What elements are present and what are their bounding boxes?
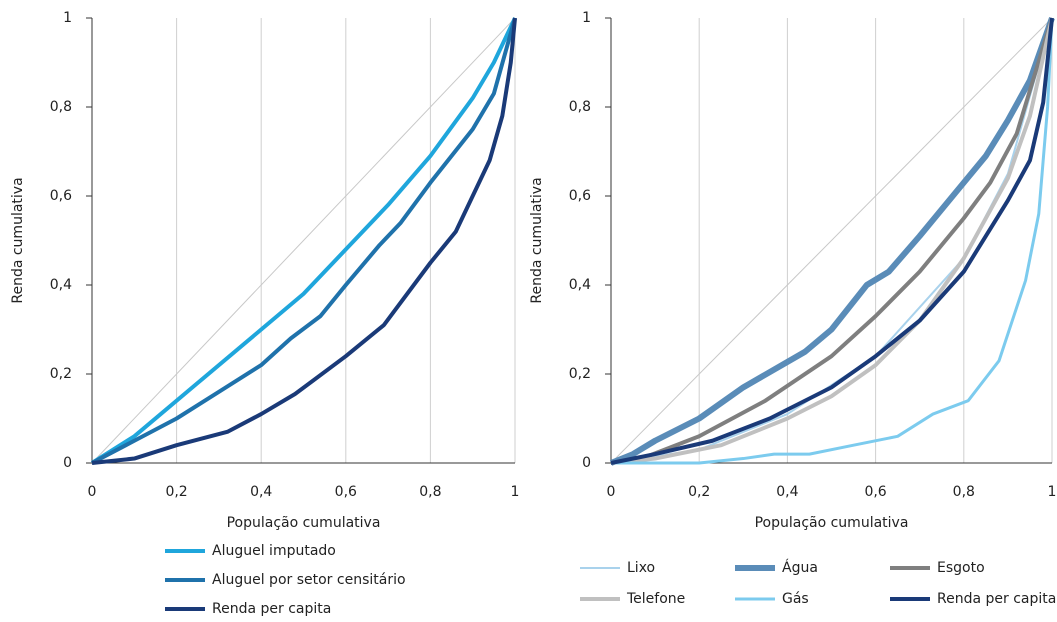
series-line <box>610 17 1054 465</box>
y-tick-label: 0 <box>582 455 591 471</box>
legend-label: Esgoto <box>937 560 985 576</box>
x-axis-label: População cumulativa <box>227 515 381 531</box>
legend-label: Lixo <box>627 560 655 576</box>
series-line <box>609 16 1055 466</box>
y-axis-label: Renda cumulativa <box>529 177 545 303</box>
y-tick-label: 0,8 <box>569 99 591 115</box>
y-tick-label: 0,4 <box>569 277 591 293</box>
x-tick-label: 0 <box>607 484 616 500</box>
x-tick-label: 0,2 <box>688 484 710 500</box>
y-tick-label: 0,6 <box>569 188 591 204</box>
series-line <box>91 17 517 465</box>
legend-label: Telefone <box>626 591 685 607</box>
y-tick-label: 0 <box>63 455 72 471</box>
y-tick-label: 0,4 <box>50 277 72 293</box>
y-tick-label: 0,2 <box>569 366 591 382</box>
x-tick-label: 0,2 <box>165 484 187 500</box>
x-tick-label: 1 <box>511 484 520 500</box>
series-line <box>610 17 1054 465</box>
x-axis-label: População cumulativa <box>755 515 909 531</box>
x-tick-label: 0,6 <box>864 484 886 500</box>
series-line <box>90 17 517 465</box>
y-tick-label: 1 <box>582 10 591 26</box>
series-line <box>91 17 517 465</box>
legend-label: Renda per capita <box>212 601 331 617</box>
equality-line <box>610 17 1053 464</box>
y-axis-label: Renda cumulativa <box>10 177 26 303</box>
legend-label: Aluguel por setor censitário <box>212 572 406 588</box>
legend-label: Gás <box>782 591 809 607</box>
legend-label: Água <box>782 559 818 576</box>
x-tick-label: 0,6 <box>335 484 357 500</box>
legend-label: Aluguel imputado <box>212 543 336 559</box>
series-line <box>610 17 1054 465</box>
equality-line <box>91 17 516 464</box>
y-tick-label: 0,6 <box>50 188 72 204</box>
y-tick-label: 0,2 <box>50 366 72 382</box>
x-tick-label: 0,4 <box>250 484 272 500</box>
series-line <box>611 17 1054 465</box>
y-tick-label: 1 <box>63 10 72 26</box>
x-tick-label: 0,8 <box>419 484 441 500</box>
y-tick-label: 0,8 <box>50 99 72 115</box>
x-tick-label: 0,8 <box>953 484 975 500</box>
x-tick-label: 0,4 <box>776 484 798 500</box>
x-tick-label: 0 <box>88 484 97 500</box>
legend-label: Renda per capita <box>937 591 1056 607</box>
x-tick-label: 1 <box>1048 484 1057 500</box>
